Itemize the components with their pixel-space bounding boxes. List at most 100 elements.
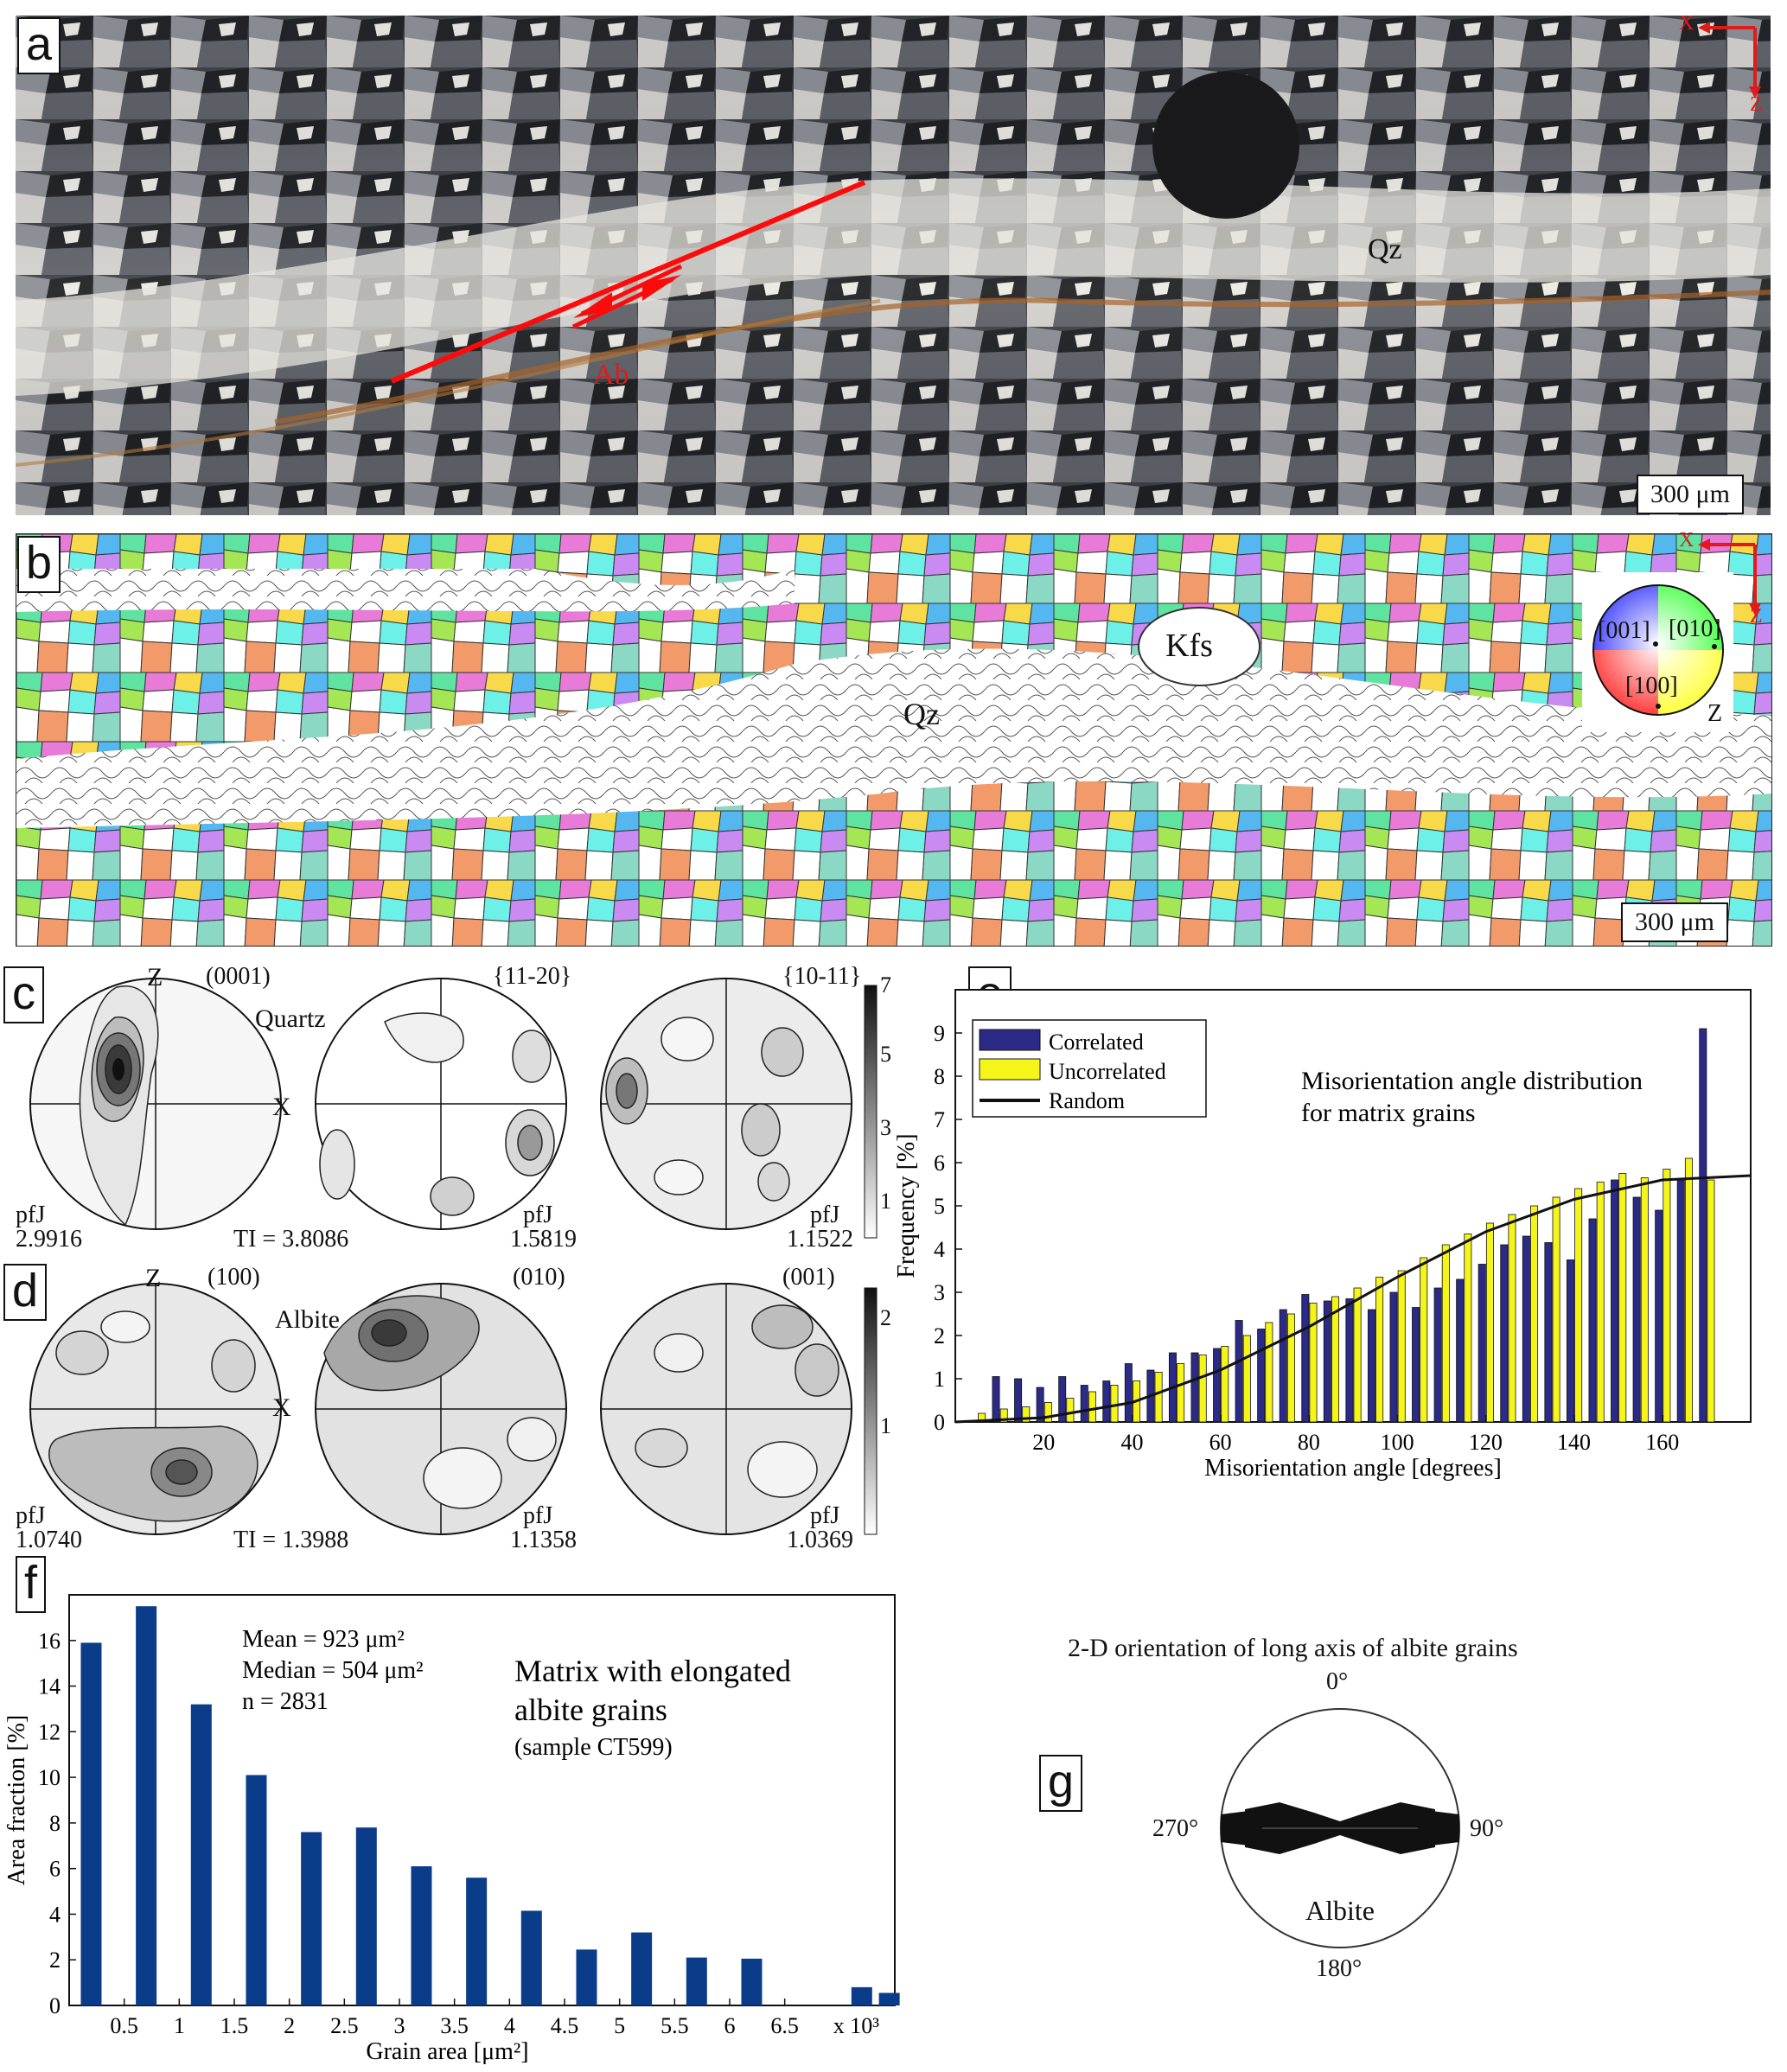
bar-area-fraction — [411, 1866, 432, 2005]
ipf-label-010: [010] — [1669, 615, 1721, 642]
bar-correlated — [1500, 1244, 1509, 1423]
bar-correlated — [1367, 1309, 1375, 1423]
bar-uncorrelated — [1684, 1157, 1693, 1423]
bar-uncorrelated — [1331, 1296, 1340, 1423]
pole-figure-001 — [600, 1283, 852, 1535]
y-tick-label-f: 2 — [49, 1948, 61, 1973]
panel-letter-b: b — [17, 536, 61, 593]
y-tick-label-e: 8 — [934, 1064, 945, 1089]
panel-letter-g: g — [1039, 1755, 1083, 1812]
bar-correlated — [1412, 1307, 1420, 1423]
bar-correlated — [1235, 1320, 1243, 1423]
bar-uncorrelated — [1640, 1177, 1649, 1423]
y-tick-label-e: 6 — [934, 1151, 945, 1176]
x-tick-label-f: 3 — [394, 2013, 405, 2038]
x-multiplier-f: x 10³ — [833, 2013, 880, 2038]
rose-angle-0: 0° — [1326, 1668, 1349, 1695]
pfj-value-d3: 1.0369 — [787, 1527, 853, 1553]
bar-uncorrelated — [1043, 1402, 1052, 1423]
x-tick-label-f: 6.5 — [770, 2013, 799, 2038]
bar-area-fraction — [520, 1910, 542, 2005]
bar-area-fraction — [246, 1775, 267, 2005]
plane-label-11-20: {11-20} — [493, 963, 572, 990]
scale-tick-c-5: 5 — [880, 1042, 891, 1067]
x-tick-label-e: 120 — [1469, 1430, 1503, 1455]
y-tick-label-e: 9 — [934, 1021, 945, 1046]
bar-correlated — [1522, 1235, 1530, 1423]
bar-area-fraction — [851, 1986, 872, 2005]
bar-correlated — [1477, 1264, 1486, 1423]
legend-swatch-e — [979, 1058, 1041, 1081]
mineral-label-c: Quartz — [255, 1004, 326, 1033]
axis-z-a: Z — [1750, 93, 1763, 116]
bar-correlated — [1080, 1385, 1088, 1423]
bar-correlated — [1213, 1348, 1222, 1423]
micrograph-panel-a — [16, 16, 1771, 515]
caption-f-line1: Matrix with elongated — [514, 1654, 791, 1688]
caption-f-line3: (sample CT599) — [514, 1734, 673, 1761]
legend-label-e: Uncorrelated — [1049, 1059, 1166, 1084]
bar-correlated — [1389, 1291, 1398, 1423]
panel-letter-d: d — [3, 1264, 48, 1321]
y-tick-label-f: 6 — [49, 1857, 61, 1882]
y-tick-label-e: 7 — [934, 1107, 945, 1132]
bar-uncorrelated — [1530, 1205, 1539, 1423]
mineral-label-d: Albite — [275, 1305, 340, 1334]
grey-scale-bar-d — [864, 1287, 878, 1535]
ipf-color-key-icon — [1592, 584, 1724, 716]
bar-correlated — [1611, 1179, 1619, 1423]
x-tick-label-f: 2.5 — [330, 2013, 359, 2038]
x-tick-label-f: 1.5 — [220, 2013, 249, 2038]
bar-area-fraction — [466, 1878, 488, 2005]
bar-uncorrelated — [1110, 1385, 1119, 1423]
x-tick-label-f: 6 — [724, 2013, 736, 2038]
y-tick-label-f: 14 — [38, 1674, 61, 1699]
pfj-label-c3: pfJ — [810, 1202, 840, 1228]
pfj-label-d1: pfJ — [16, 1502, 46, 1529]
x-tick-label-f: 2 — [284, 2013, 295, 2038]
x-axis-label-e: Misorientation angle [degrees] — [1204, 1455, 1502, 1482]
bar-correlated — [1544, 1242, 1553, 1423]
pfj-label-d2: pfJ — [523, 1502, 553, 1529]
rose-label: Albite — [1305, 1895, 1375, 1926]
bar-correlated — [1058, 1376, 1067, 1423]
bar-area-fraction — [80, 1642, 102, 2005]
legend-label-e: Random — [1049, 1088, 1125, 1113]
scale-bar-a: 300 μm — [1637, 475, 1744, 514]
bar-uncorrelated — [1552, 1196, 1560, 1423]
random-line — [954, 1174, 1752, 1424]
bar-correlated — [1036, 1387, 1044, 1423]
pole-figure-0001 — [29, 978, 282, 1230]
bar-correlated — [1102, 1380, 1111, 1423]
ebsd-map-panel-b — [16, 533, 1772, 947]
bar-uncorrelated — [1707, 1179, 1715, 1423]
bar-uncorrelated — [1154, 1372, 1163, 1423]
ebsd-map — [16, 534, 1771, 946]
panel-letter-a: a — [17, 17, 61, 74]
bar-correlated — [1655, 1209, 1663, 1423]
bar-area-fraction — [190, 1704, 212, 2005]
x-tick-label-e: 140 — [1557, 1430, 1591, 1455]
bar-uncorrelated — [1242, 1335, 1251, 1423]
misorientation-chart: 0 1 2 3 4 5 6 7 8 9 20 40 60 80 100 120 140 160 Misorienta… — [893, 989, 1752, 1482]
bar-uncorrelated — [1022, 1406, 1031, 1423]
y-axis-label-e: Frequency [%] — [893, 1133, 920, 1278]
ti-label-d: TI = 1.3988 — [233, 1527, 349, 1553]
bar-area-fraction — [631, 1932, 653, 2005]
y-tick-label-e: 3 — [934, 1280, 945, 1305]
x-tick-label-f: 4 — [504, 2013, 515, 2038]
bar-uncorrelated — [1485, 1222, 1494, 1423]
x-axis-label-f: Grain area [μm²] — [366, 2038, 528, 2065]
x-tick-label-e: 20 — [1032, 1430, 1055, 1455]
bar-area-fraction — [355, 1827, 377, 2005]
scale-tick-d-2: 2 — [880, 1305, 891, 1330]
bar-uncorrelated — [999, 1408, 1008, 1423]
ti-label-c: TI = 3.8086 — [233, 1226, 349, 1253]
bar-uncorrelated — [1198, 1355, 1207, 1423]
y-tick-label-e: 4 — [934, 1237, 945, 1262]
bar-area-fraction — [576, 1949, 597, 2005]
x-tick-label-f: 5.5 — [661, 2013, 689, 2038]
bar-area-fraction — [136, 1606, 157, 2005]
pole-figure-10-11 — [600, 978, 852, 1230]
x-tick-label-f: 0.5 — [110, 2013, 138, 2038]
